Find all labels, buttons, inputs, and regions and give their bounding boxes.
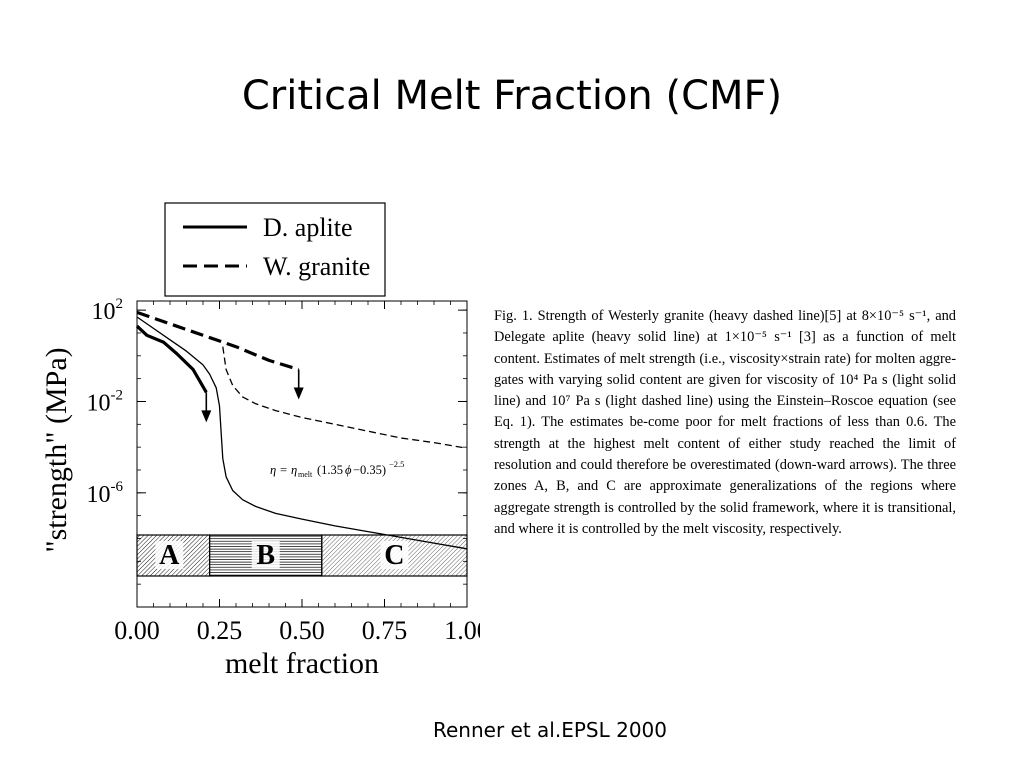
y-tick-label: 10-6 <box>87 479 124 508</box>
zone-label: A <box>159 540 180 571</box>
series-line-heavy-solid <box>135 324 208 394</box>
strength-vs-melt-fraction-chart: D. aplite W. granite A B C 0.00 0.25 0.50 0.7… <box>40 202 481 680</box>
x-tick-label: 1.00 <box>444 616 480 645</box>
zone-label-bg <box>155 541 184 569</box>
svg-text:η: η <box>291 463 297 477</box>
formula-annotation: η = η melt (1.35 ϕ −0.35) −2.5 <box>270 459 404 479</box>
zones-band: A B C <box>136 534 468 577</box>
y-tick-label: 102 <box>92 296 124 325</box>
svg-text:(1.35: (1.35 <box>317 463 343 477</box>
citation: Renner et al.EPSL 2000 <box>432 718 667 742</box>
svg-text:ϕ: ϕ <box>345 463 352 477</box>
zone-label: B <box>256 540 275 571</box>
series-layer <box>135 310 468 550</box>
series-line-heavy-dashed <box>136 310 300 372</box>
y-axis-title: "strength" (MPa) <box>40 347 73 552</box>
downward-arrow-head <box>201 410 212 423</box>
series-line-light-dashed <box>222 346 468 449</box>
chart-legend: D. aplite W. granite <box>164 202 386 297</box>
svg-text:−2.5: −2.5 <box>389 459 404 469</box>
axes: 0.00 0.25 0.50 0.75 1.00 102 10-2 10-6 <box>87 296 481 645</box>
x-tick-label: 0.25 <box>197 616 243 645</box>
svg-text:=: = <box>280 463 287 477</box>
x-tick-label: 0.00 <box>114 616 160 645</box>
zone-label-bg <box>251 541 280 569</box>
svg-text:η: η <box>270 463 276 477</box>
x-tick-label: 0.75 <box>362 616 408 645</box>
svg-text:melt: melt <box>298 470 313 479</box>
downward-arrow-head <box>293 387 304 400</box>
svg-text:−0.35): −0.35) <box>353 463 386 477</box>
x-tick-label: 0.50 <box>279 616 325 645</box>
slide-title: Critical Melt Fraction (CMF) <box>241 73 783 119</box>
legend-label-w-granite: W. granite <box>263 252 370 281</box>
series-line-light-solid <box>136 316 468 550</box>
figure-caption: Fig. 1. Strength of Westerly granite (he… <box>494 308 956 537</box>
x-axis-title: melt fraction <box>225 647 379 680</box>
zone-label: C <box>384 540 404 571</box>
y-tick-label: 10-2 <box>87 387 124 416</box>
zone-label-bg <box>380 541 409 569</box>
legend-label-d-aplite: D. aplite <box>263 213 353 242</box>
